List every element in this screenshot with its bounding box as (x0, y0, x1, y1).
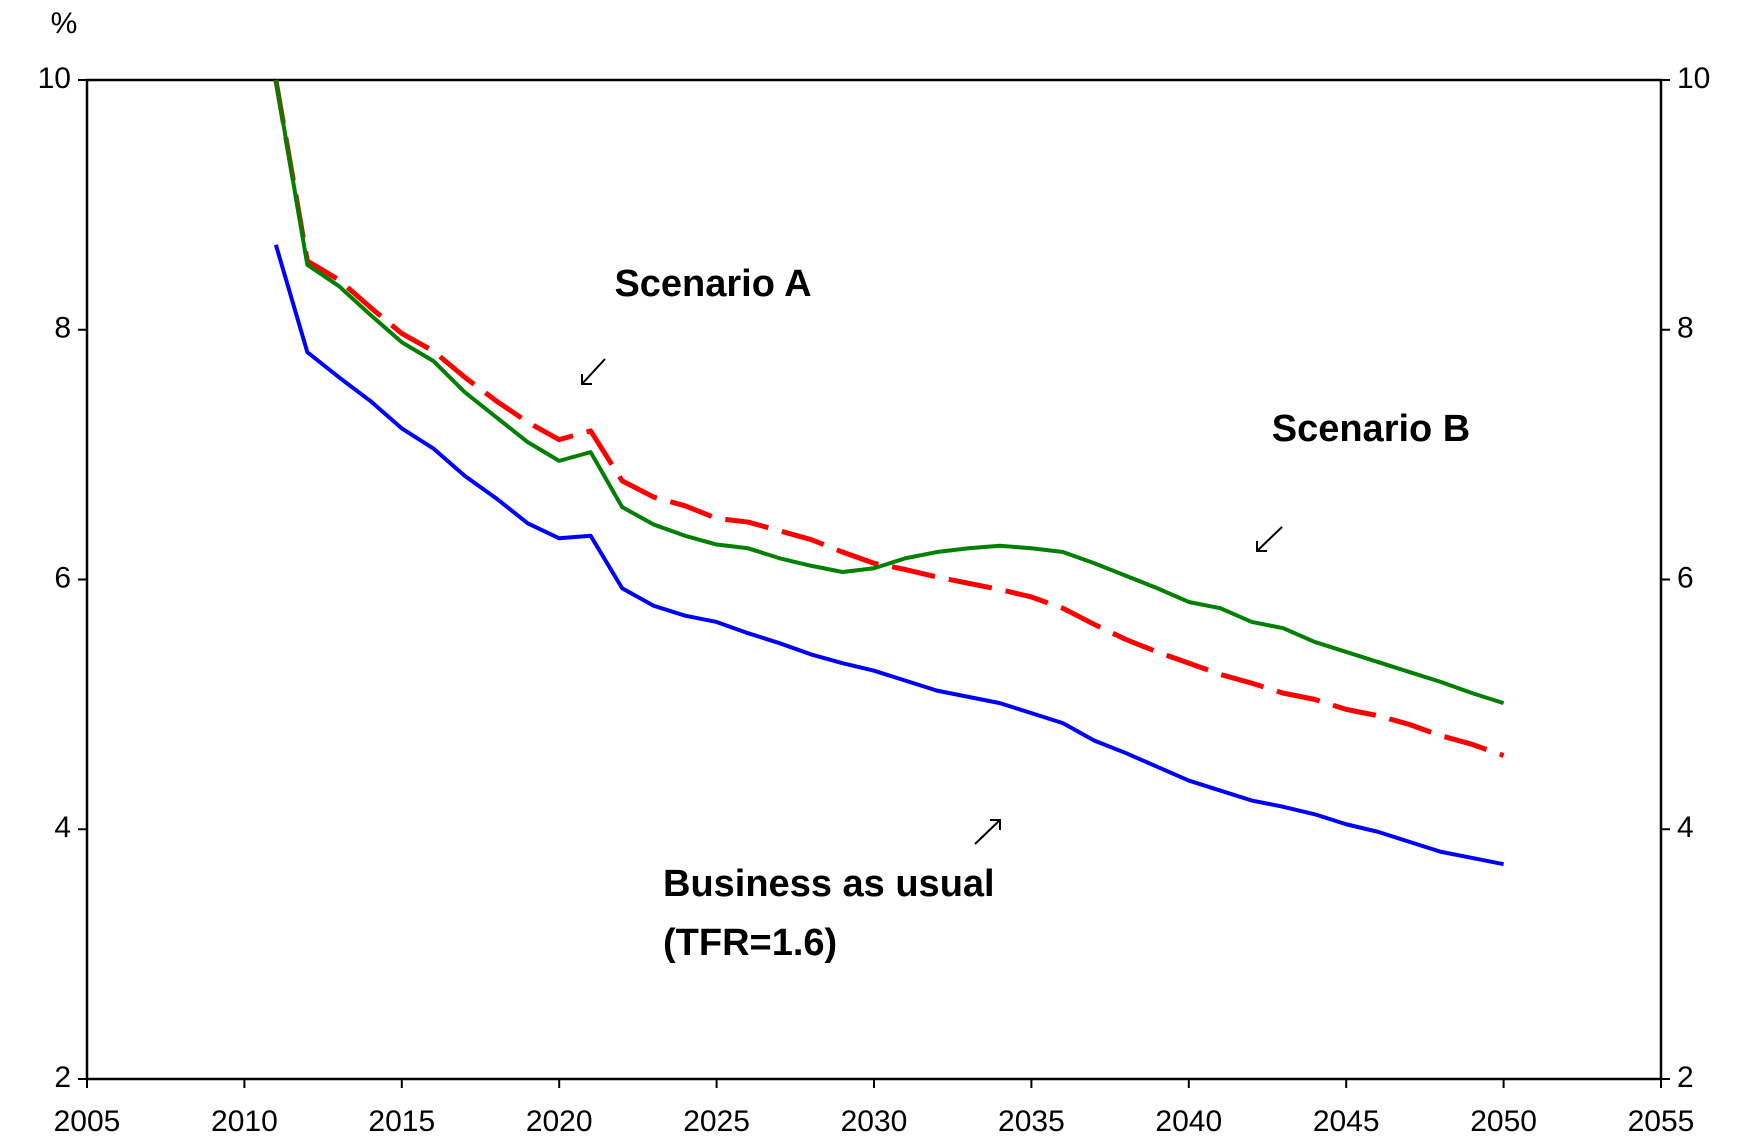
arrow (974, 819, 1001, 845)
annotation: Scenario A (614, 263, 811, 305)
x-tick-label: 2055 (1628, 1105, 1695, 1138)
y-tick-label: 2 (54, 1061, 71, 1094)
y2-tick-label: 10 (1677, 62, 1710, 95)
x-tick-label: 2010 (211, 1105, 278, 1138)
annotation: Business as usual (663, 863, 995, 905)
arrow (1256, 526, 1283, 552)
y-tick-label: 4 (54, 811, 71, 844)
arrow-head (990, 819, 1001, 830)
series-line (273, 244, 1504, 867)
y2-tick-label: 6 (1677, 561, 1694, 594)
x-tick-label: 2020 (526, 1105, 593, 1138)
y2-tick-label: 2 (1677, 1061, 1694, 1094)
annotation: (TFR=1.6) (663, 922, 837, 964)
annotation: Scenario B (1272, 408, 1471, 450)
arrow-head (1256, 541, 1267, 552)
plot-frame (85, 78, 1663, 1081)
arrows (581, 358, 1283, 845)
x-tick-label: 2050 (1470, 1105, 1537, 1138)
x-tick-label: 2040 (1155, 1105, 1222, 1138)
y-tick-label: 10 (38, 62, 71, 95)
arrow-head (581, 374, 592, 385)
y-tick-label: 6 (54, 561, 71, 594)
x-tick-label: 2015 (368, 1105, 435, 1138)
x-tick-label: 2005 (54, 1105, 121, 1138)
x-tick-label: 2045 (1313, 1105, 1380, 1138)
series-line (273, 79, 1505, 758)
series-line (273, 79, 1505, 706)
y2-tick-label: 8 (1677, 312, 1694, 345)
x-tick-label: 2035 (998, 1105, 1065, 1138)
y-axis-label: % (51, 7, 78, 40)
y2-tick-label: 4 (1677, 811, 1694, 844)
y-tick-label: 8 (54, 312, 71, 345)
x-tick-label: 2030 (841, 1105, 908, 1138)
arrow (581, 358, 606, 385)
x-tick-label: 2025 (683, 1105, 750, 1138)
